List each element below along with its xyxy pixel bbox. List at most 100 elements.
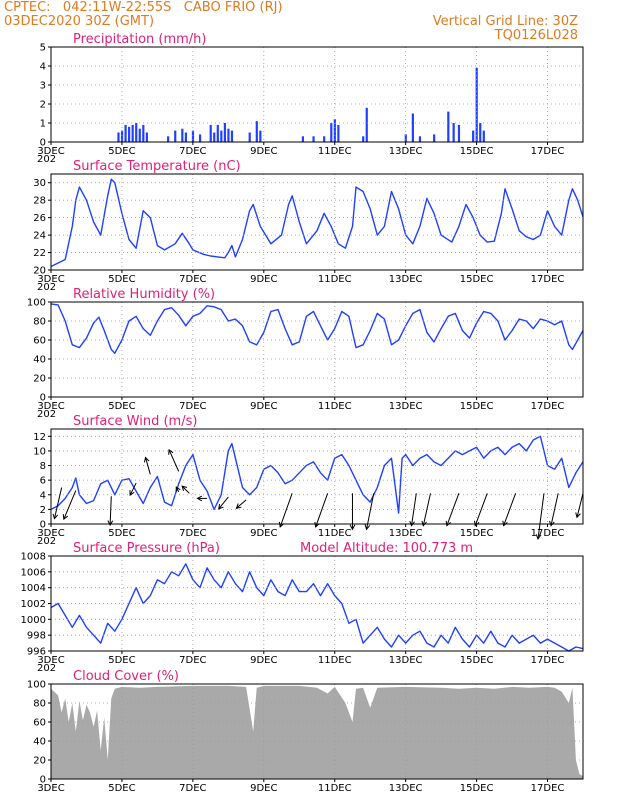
wind-arrowhead <box>62 514 69 521</box>
rh-xtick-label: 17DEC <box>531 401 565 412</box>
rh-xtick-label: 15DEC <box>460 401 494 412</box>
cloud-ytick-label: 60 <box>33 718 46 729</box>
temp-xtick-label: 7DEC <box>179 274 206 285</box>
precip-bar <box>230 130 234 142</box>
cloud-xtick-label: 7DEC <box>179 783 206 794</box>
pres-line <box>50 563 584 652</box>
wind-arrowhead <box>364 524 371 531</box>
wind-arrowhead <box>175 486 181 493</box>
wind-ytick-label: 2 <box>40 505 46 516</box>
precip-bar <box>362 136 365 142</box>
pres-xtick-label: 13DEC <box>389 655 423 666</box>
cloud-xtick-label: 13DEC <box>389 783 423 794</box>
precip-bar <box>482 130 485 142</box>
wind-arrowhead <box>218 503 224 510</box>
rh-xtick-label: 3DEC <box>37 401 64 412</box>
temp-ytick-label: 24 <box>33 231 46 242</box>
precip-ytick-label: 0 <box>40 138 46 149</box>
pres-ytick-label: 1008 <box>21 552 46 563</box>
cloud-ytick-label: 100 <box>27 680 46 691</box>
precip-xtick-label: 15DEC <box>460 146 494 157</box>
pres-xtick-label: 9DEC <box>250 655 277 666</box>
rh-ytick-label: 80 <box>33 317 46 328</box>
precip-ytick-label: 3 <box>40 81 46 92</box>
rh-title: Relative Humidity (%) <box>73 287 215 302</box>
precip-bar <box>220 130 223 142</box>
precip-bar <box>216 124 219 142</box>
pres-year-fragment: 202 <box>37 663 56 674</box>
wind-arrow <box>236 499 247 509</box>
temp-line <box>50 178 584 268</box>
precip-ytick-label: 4 <box>40 62 46 73</box>
pres-title: Surface Pressure (hPa) <box>73 541 220 556</box>
pres-xtick-label: 5DEC <box>108 655 135 666</box>
precip-bar <box>312 136 315 142</box>
precip-xtick-label: 13DEC <box>389 146 423 157</box>
temp-xtick-label: 15DEC <box>460 274 494 285</box>
cloud-title: Cloud Cover (%) <box>73 669 179 684</box>
precip-bar <box>167 136 170 142</box>
precip-bar <box>301 136 305 142</box>
wind-arrowhead <box>235 503 242 509</box>
precip-bar <box>117 132 120 142</box>
precip-xtick-label: 3DEC <box>37 146 64 157</box>
precip-bar <box>124 124 127 142</box>
cloud-frame <box>50 683 584 780</box>
wind-line <box>50 435 584 514</box>
precip-bar <box>457 124 461 142</box>
precip-bar <box>323 136 326 142</box>
precip-bar <box>472 130 475 142</box>
precip-bar <box>184 132 187 142</box>
wind-xtick-label: 9DEC <box>250 528 277 539</box>
temp-xtick-label: 13DEC <box>389 274 423 285</box>
temp-title: Surface Temperature (nC) <box>73 159 241 174</box>
precip-bar <box>248 132 251 142</box>
wind-ytick-label: 10 <box>33 446 46 457</box>
precip-bar <box>131 124 134 142</box>
precip-bar <box>145 132 148 142</box>
wind-ytick-label: 4 <box>40 490 46 501</box>
wind-title: Surface Wind (m/s) <box>73 414 197 429</box>
wind-arrow <box>168 449 180 472</box>
header-model-id: TQ0126L028 <box>494 28 578 43</box>
wind-arrowhead <box>129 490 135 497</box>
wind-arrow <box>109 496 112 526</box>
header-grid-note: Vertical Grid Line: 30Z <box>432 14 578 29</box>
precip-bar <box>404 134 407 142</box>
wind-xtick-label: 11DEC <box>318 528 352 539</box>
rh-line <box>50 303 584 354</box>
wind-xtick-label: 7DEC <box>179 528 206 539</box>
wind-arrow <box>537 493 545 539</box>
precip-ytick-label: 2 <box>40 100 46 111</box>
cloud-xtick-label: 3DEC <box>37 783 64 794</box>
wind-arrowhead <box>181 485 188 492</box>
temp-xtick-label: 11DEC <box>318 274 352 285</box>
temp-ytick-label: 28 <box>33 196 46 207</box>
wind-arrow <box>422 493 431 526</box>
precip-year-fragment: 202 <box>37 154 56 165</box>
precip-xtick-label: 7DEC <box>179 146 206 157</box>
wind-arrowhead <box>349 524 356 531</box>
cloud-xtick-label: 11DEC <box>318 783 352 794</box>
precip-bar <box>135 123 138 142</box>
wind-ytick-label: 8 <box>40 461 46 472</box>
precip-bar <box>223 123 226 142</box>
cloud-ytick-label: 20 <box>33 756 46 767</box>
wind-arrow <box>550 493 559 526</box>
precip-bar <box>227 128 230 142</box>
pres-xtick-label: 11DEC <box>318 655 352 666</box>
rh-ytick-label: 40 <box>33 355 46 366</box>
precip-bar <box>138 128 141 142</box>
rh-ytick-label: 0 <box>40 393 46 404</box>
temp-ytick-label: 20 <box>33 266 46 277</box>
precip-bar <box>209 124 212 142</box>
rh-xtick-label: 5DEC <box>108 401 135 412</box>
precip-bar <box>255 121 258 142</box>
wind-arrow <box>576 493 584 518</box>
wind-arrow <box>474 493 488 526</box>
precip-bar <box>337 124 340 142</box>
precip-bar <box>128 126 131 142</box>
rh-frame <box>50 301 584 398</box>
wind-xtick-label: 13DEC <box>389 528 423 539</box>
